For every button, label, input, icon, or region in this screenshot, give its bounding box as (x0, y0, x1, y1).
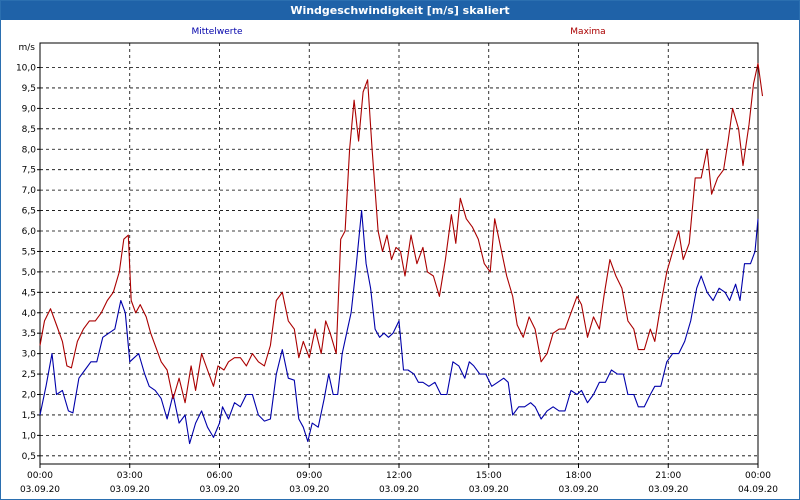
x-tick-date: 03.09.20 (379, 485, 419, 495)
x-tick-time: 00:00 (745, 471, 771, 481)
x-tick-time: 06:00 (207, 471, 233, 481)
y-tick-label: 4,0 (22, 309, 37, 319)
series-line-mittelwerte (39, 210, 759, 445)
y-tick-label: 1,0 (22, 431, 37, 441)
x-tick-date: 03.09.20 (558, 485, 598, 495)
y-axis-unit: m/s (19, 43, 36, 53)
legend-mittelwerte: Mittelwerte (191, 27, 242, 37)
y-tick-label: 9,5 (22, 84, 36, 94)
x-tick-date: 03.09.20 (469, 485, 509, 495)
y-tick-label: 2,0 (22, 391, 37, 401)
x-tick-date: 03.09.20 (20, 485, 60, 495)
x-tick-date: 03.09.20 (199, 485, 239, 495)
y-axis-ticks: 0,5 1,0 1,5 2,0 2,5 3,0 3,5 4,0 4,5 5,0 5,5 6,0 6,5 7… (16, 64, 40, 462)
series-lines (39, 62, 764, 445)
y-tick-label: 8,0 (22, 145, 37, 155)
y-tick-label: 2,5 (22, 370, 36, 380)
x-tick-date: 04.09.20 (738, 485, 778, 495)
x-tick-time: 03:00 (117, 471, 143, 481)
chart-title: Windgeschwindigkeit [m/s] skaliert (1, 1, 799, 20)
y-tick-label: 6,0 (22, 227, 37, 237)
x-tick-date: 03.09.20 (289, 485, 329, 495)
legend-maxima: Maxima (570, 27, 605, 37)
y-tick-label: 0,5 (22, 452, 36, 462)
y-tick-label: 5,0 (22, 268, 37, 278)
y-tick-label: 1,5 (22, 411, 36, 421)
x-tick-time: 21:00 (655, 471, 681, 481)
x-tick-time: 15:00 (476, 471, 502, 481)
y-tick-label: 7,5 (22, 166, 36, 176)
x-tick-time: 00:00 (27, 471, 53, 481)
x-tick-date: 03.09.20 (110, 485, 150, 495)
x-tick-time: 12:00 (386, 471, 412, 481)
y-tick-label: 7,0 (22, 186, 37, 196)
x-axis-ticks: 00:00 03.09.20 03:00 03.09.20 06:00 03.09.20 0… (20, 464, 778, 495)
x-tick-date: 03.09.20 (648, 485, 688, 495)
y-tick-label: 6,5 (22, 207, 36, 217)
series-line-maxima (39, 62, 764, 404)
grid-lines (40, 43, 758, 464)
x-tick-time: 09:00 (296, 471, 322, 481)
y-tick-label: 10,0 (16, 64, 36, 74)
y-tick-label: 3,0 (22, 350, 37, 360)
y-tick-label: 5,5 (22, 247, 36, 257)
y-tick-label: 4,5 (22, 288, 36, 298)
y-tick-label: 3,5 (22, 329, 36, 339)
y-tick-label: 9,0 (22, 104, 37, 114)
x-tick-time: 18:00 (566, 471, 592, 481)
y-tick-label: 8,5 (22, 125, 36, 135)
